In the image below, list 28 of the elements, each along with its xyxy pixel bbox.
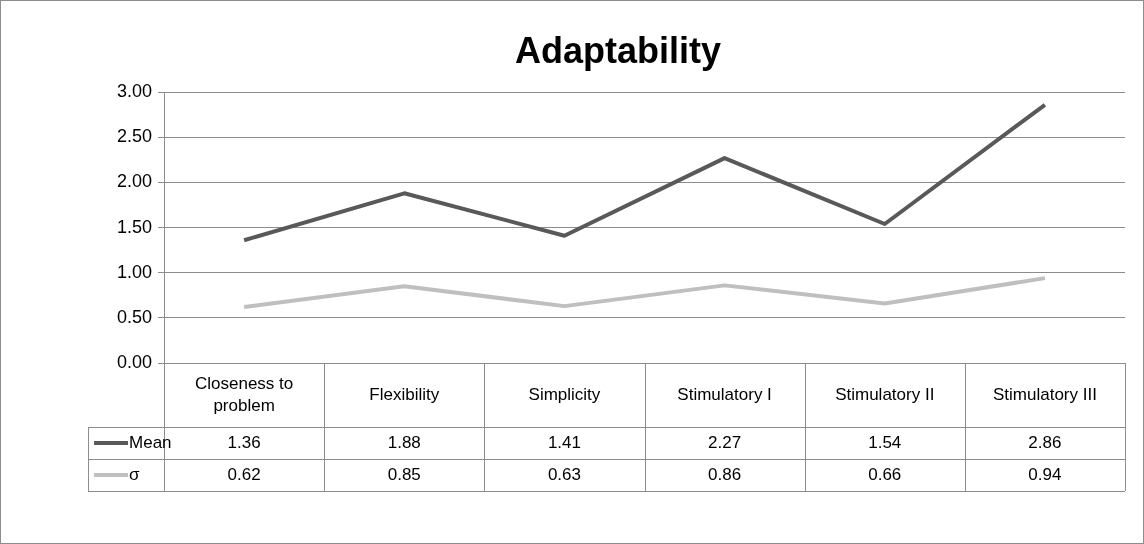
data-label: 0.94 — [1028, 464, 1062, 484]
x-tick-label: Flexibility — [369, 384, 440, 404]
data-label: 1.41 — [547, 432, 581, 452]
data-label: 1.88 — [387, 432, 421, 452]
x-tick-label: Stimulatory I — [677, 384, 772, 404]
x-tick-label: Closeness to problem — [194, 373, 294, 415]
y-tick-label: 2.50 — [116, 126, 153, 147]
data-label: 0.62 — [227, 464, 261, 484]
x-tick-label: Simplicity — [528, 384, 601, 404]
data-label: 0.63 — [547, 464, 581, 484]
data-label: 2.86 — [1028, 432, 1062, 452]
x-tick-label: Stimulatory II — [835, 384, 935, 404]
chart-title: Adaptability — [514, 29, 722, 71]
data-label: 2.27 — [708, 432, 742, 452]
data-label: 0.86 — [708, 464, 742, 484]
data-label: 0.66 — [868, 464, 902, 484]
legend-label: Mean — [129, 432, 172, 452]
y-tick-label: 2.00 — [116, 171, 153, 192]
y-tick-label: 1.50 — [116, 216, 153, 237]
y-tick-label: 0.00 — [116, 351, 153, 372]
data-label: 0.85 — [387, 464, 421, 484]
data-label: 1.54 — [868, 432, 902, 452]
y-tick-label: 1.00 — [116, 261, 153, 282]
legend-label: σ — [129, 464, 141, 484]
data-label: 1.36 — [227, 432, 261, 452]
x-tick-label: Stimulatory III — [992, 384, 1097, 404]
y-tick-label: 3.00 — [116, 81, 153, 102]
y-tick-label: 0.50 — [116, 306, 153, 327]
